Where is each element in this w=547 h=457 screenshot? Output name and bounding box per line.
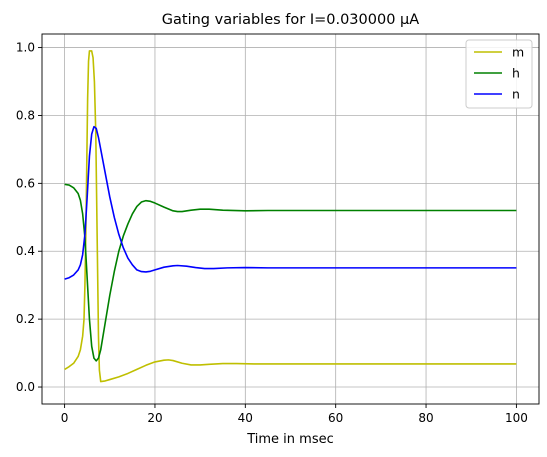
series-layer: [64, 50, 517, 383]
y-tick-label: 0.2: [16, 312, 35, 326]
x-tick-label: 100: [505, 411, 528, 425]
legend: mhn: [465, 39, 533, 109]
x-axis-label: Time in msec: [246, 432, 334, 447]
x-tick-label: 60: [328, 411, 343, 425]
legend-label-h: h: [512, 66, 520, 81]
series-line-n: [64, 125, 517, 280]
y-tick-label: 0.4: [16, 244, 35, 258]
y-axis: 0.0 0.2 0.4 0.6 0.8 1.0: [16, 41, 42, 394]
x-tick-label: 0: [61, 411, 69, 425]
x-tick-label: 20: [147, 411, 162, 425]
legend-box: [465, 39, 533, 109]
legend-label-n: n: [512, 87, 520, 102]
chart-title: Gating variables for I=0.030000 μA: [162, 12, 419, 28]
x-axis: 0 20 40 60 80 100: [61, 404, 528, 425]
y-tick-label: 0.8: [16, 108, 35, 122]
series-line-h: [64, 183, 517, 362]
plot-frame: [41, 33, 540, 405]
x-tick-label: 80: [418, 411, 433, 425]
x-tick-label: 40: [238, 411, 253, 425]
legend-label-m: m: [512, 45, 524, 60]
y-tick-label: 1.0: [16, 41, 35, 55]
y-tick-label: 0.6: [16, 176, 35, 190]
series-line-m: [64, 50, 517, 383]
y-tick-label: 0.0: [16, 380, 35, 394]
